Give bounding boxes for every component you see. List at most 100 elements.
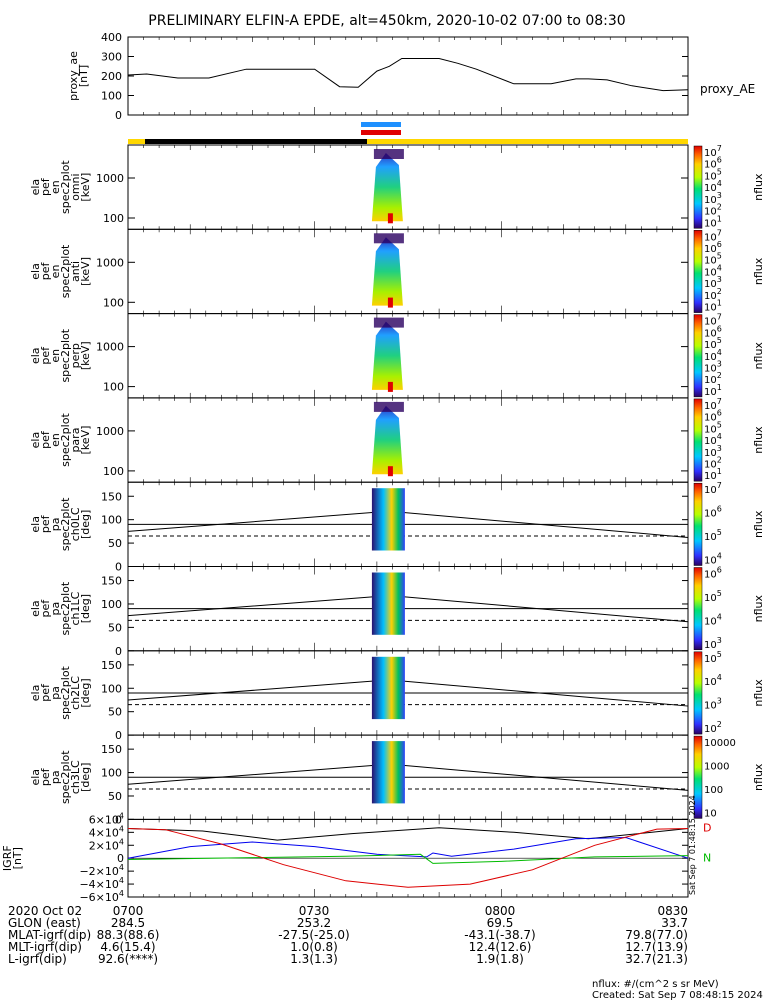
colorbar-tick-label: 105 [704, 650, 722, 665]
igrf-ylabel-line: IGRF [1, 845, 14, 871]
footer-cell: 69.5 [486, 916, 514, 930]
panel-ylabel-line: para [69, 428, 82, 453]
energy-tick-label: 100 [103, 212, 124, 225]
flux-blob [371, 237, 403, 306]
flux-blob [371, 321, 403, 390]
footer-cell: 1.9(1.8) [476, 952, 524, 966]
colorbar-label: nflux [752, 426, 765, 454]
igrf-tick-label: −4×104 [79, 876, 124, 891]
footer-cell: -27.5(-25.0) [278, 928, 350, 942]
igrf-ylabel-line: [nT] [11, 847, 24, 869]
pa-tick-label: 50 [108, 621, 122, 634]
colorbar-tick-label: 10 [704, 808, 717, 819]
panel-ylabel-line: en [49, 433, 62, 447]
energy-tick-label: 1000 [96, 172, 124, 185]
colorbar-label: nflux [752, 594, 765, 622]
ae-ytick-label: 200 [101, 70, 122, 83]
energy-tick-label: 1000 [96, 425, 124, 438]
panel-ylabel-line: pa [49, 517, 62, 531]
pa-tick-label: 50 [108, 790, 122, 803]
panel-ylabel-line: ela [29, 600, 42, 617]
panel-ylabel-line: ela [29, 432, 42, 449]
pa-flux-blob [371, 656, 405, 720]
colorbar-tick-label: 106 [704, 505, 722, 520]
footer-cell: -43.1(-38.7) [464, 928, 536, 942]
footer-row-label: L-igrf(dip) [8, 952, 67, 966]
igrf-tick-label: −6×104 [79, 889, 124, 904]
flux-peak [387, 297, 393, 308]
colorbar-tick-label: 103 [704, 275, 722, 290]
colorbar-tick-label: 105 [704, 252, 722, 267]
orbit-bar-yellow [128, 139, 145, 144]
colorbar-label: nflux [752, 342, 765, 370]
panel-ylabel-line: ela [29, 179, 42, 196]
colorbar-tick-label: 1000 [704, 762, 729, 773]
panel-ylabel-line: [keV] [79, 173, 92, 202]
colorbar [693, 145, 703, 229]
footer-cell: 0730 [298, 904, 330, 918]
colorbar-tick-label: 104 [704, 348, 722, 363]
panel-ylabel-line: ch3LC [69, 760, 82, 794]
energy-tick-label: 1000 [96, 256, 124, 269]
igrf-tick-label: 4×104 [89, 824, 124, 839]
pa-tick-label: 150 [101, 575, 122, 588]
colorbar-tick-label: 101 [704, 299, 722, 314]
footer-row-label: MLAT-igrf(dip) [8, 928, 92, 942]
orbit-bar-black [145, 139, 367, 144]
panel-ylabel-line: pef [39, 430, 52, 449]
colorbar-tick-label: 106 [704, 409, 722, 424]
panel-ylabel-line: [deg] [79, 678, 92, 707]
figure-title: PRELIMINARY ELFIN-A EPDE, alt=450km, 202… [148, 13, 625, 29]
panel-ylabel-line: ela [29, 769, 42, 786]
igrf-tick-label: 6×104 [89, 811, 124, 826]
colorbar-tick-label: 105 [704, 528, 722, 543]
ae-legend-label: proxy_AE [700, 82, 755, 96]
panel-ylabel-line: ela [29, 685, 42, 702]
ephemeris-footer: 2020 Oct 02 0700 0730 0800 0830 GLON (east) 28… [0, 904, 775, 1001]
nflux-unit-note: nflux: #/(cm^2 s sr MeV) [592, 979, 719, 990]
panel-ylabel-line: spec2plot [59, 160, 72, 214]
footer-cell: 33.7 [661, 916, 688, 930]
pa-tick-label: 0 [115, 645, 122, 658]
flux-sparse-top [373, 401, 404, 412]
ae-ylabel: proxy_ae[nT] [67, 51, 90, 101]
flux-peak [387, 381, 393, 392]
pa-tick-label: 150 [101, 743, 122, 756]
ae-ytick-label: 0 [115, 109, 122, 122]
footer-cell: 0830 [657, 904, 688, 918]
panel-ylabel-line: en [49, 349, 62, 363]
footer-row-label: GLON (east) [8, 916, 81, 930]
igrf-tick-label: 2×104 [89, 837, 124, 852]
colorbar-tick-label: 102 [704, 371, 722, 386]
colorbar-tick-label: 105 [704, 589, 722, 604]
colorbar-tick-label: 10000 [704, 738, 736, 749]
colorbar-tick-label: 101 [704, 214, 722, 229]
colorbar-label: nflux [752, 679, 765, 707]
panel-ylabel-line: pef [39, 599, 52, 618]
colorbar-tick-label: 107 [704, 313, 722, 328]
pa-flux-blob [371, 488, 405, 551]
igrf-series-line [127, 853, 689, 864]
energy-tick-label: 100 [103, 381, 124, 394]
panel-frame [127, 144, 689, 230]
footer-cell: 0700 [112, 904, 144, 918]
colorbar-label: nflux [752, 257, 765, 285]
panel-frame [127, 397, 689, 483]
colorbar-tick-label: 107 [704, 397, 722, 412]
pa-tick-label: 100 [101, 514, 122, 527]
igrf-tick-label: −2×104 [79, 863, 124, 878]
footer-row-label: MLT-igrf(dip) [8, 940, 82, 954]
science-zone-bar-blue [361, 122, 401, 127]
panel-ylabel-line: pef [39, 683, 52, 702]
footer-cell: 88.3(88.6) [96, 928, 160, 942]
ae-ytick-label: 300 [101, 51, 122, 64]
colorbar-tick-label: 107 [704, 144, 722, 159]
science-zone-bar-red [361, 130, 401, 135]
colorbar [693, 314, 703, 398]
colorbar-tick-label: 103 [704, 697, 722, 712]
colorbar [693, 735, 703, 819]
